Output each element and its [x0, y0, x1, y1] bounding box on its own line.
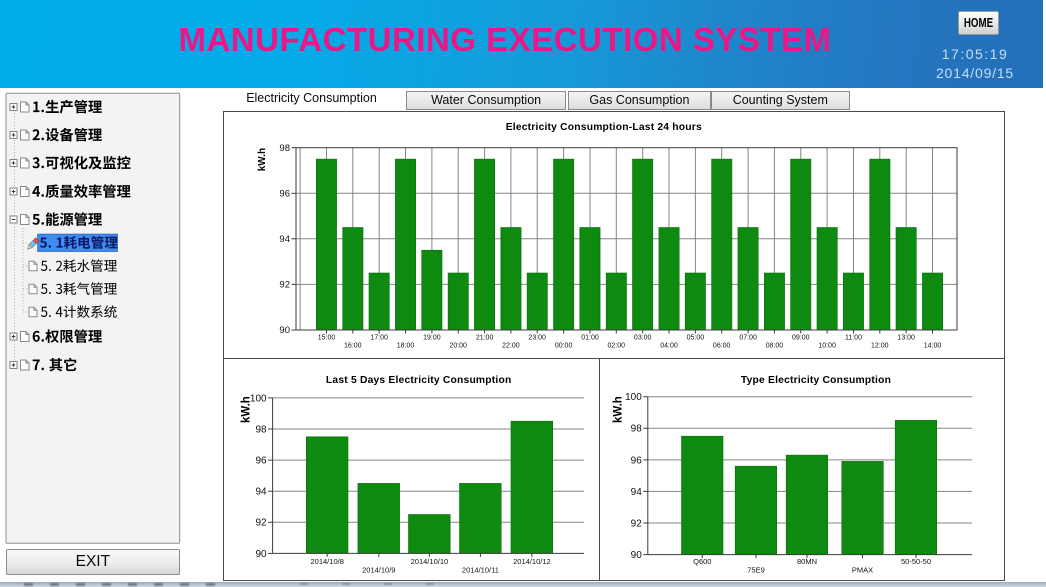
svg-text:10:00: 10:00 [818, 343, 836, 350]
svg-text:98: 98 [255, 424, 267, 435]
svg-text:Type Electricity Consumption: Type Electricity Consumption [741, 375, 891, 386]
svg-text:75E9: 75E9 [747, 566, 765, 575]
svg-text:00:00: 00:00 [555, 343, 573, 350]
svg-text:07:00: 07:00 [739, 335, 757, 342]
svg-text:17:00: 17:00 [370, 335, 388, 342]
svg-text:kW.h: kW.h [612, 396, 624, 423]
svg-text:50-50-50: 50-50-50 [901, 557, 931, 566]
svg-text:02:00: 02:00 [608, 343, 626, 350]
svg-text:2014/10/8: 2014/10/8 [311, 557, 344, 566]
svg-text:2014/10/9: 2014/10/9 [362, 566, 395, 575]
svg-text:2014/10/11: 2014/10/11 [462, 566, 499, 575]
svg-text:19:00: 19:00 [423, 335, 441, 342]
svg-text:13:00: 13:00 [897, 335, 915, 342]
svg-text:Q600: Q600 [693, 557, 711, 566]
svg-text:21:00: 21:00 [476, 335, 494, 342]
svg-text:Last 5 Days Electricity Consum: Last 5 Days Electricity Consumption [326, 375, 512, 386]
svg-text:2014/10/10: 2014/10/10 [411, 557, 449, 566]
svg-text:90: 90 [279, 325, 290, 336]
svg-text:100: 100 [625, 392, 642, 403]
svg-text:96: 96 [255, 456, 267, 467]
svg-text:98: 98 [631, 424, 643, 435]
svg-text:14:00: 14:00 [924, 343, 942, 350]
svg-text:16:00: 16:00 [344, 343, 362, 350]
svg-text:04:00: 04:00 [660, 343, 678, 350]
svg-text:03:00: 03:00 [634, 335, 652, 342]
svg-text:94: 94 [255, 487, 267, 498]
svg-text:18:00: 18:00 [397, 343, 415, 350]
svg-text:15:00: 15:00 [318, 335, 336, 342]
svg-text:kW.h: kW.h [257, 148, 268, 171]
svg-text:94: 94 [631, 487, 643, 498]
svg-text:20:00: 20:00 [449, 343, 467, 350]
svg-text:11:00: 11:00 [845, 335, 862, 342]
svg-text:01:00: 01:00 [581, 335, 599, 342]
svg-text:80MN: 80MN [797, 557, 817, 566]
svg-text:23:00: 23:00 [528, 335, 546, 342]
svg-text:Electricity Consumption-Last 2: Electricity Consumption-Last 24 hours [506, 122, 702, 133]
svg-text:92: 92 [631, 518, 643, 529]
svg-text:94: 94 [279, 234, 290, 245]
svg-text:92: 92 [279, 280, 290, 291]
svg-text:kW.h: kW.h [240, 396, 252, 423]
svg-text:09:00: 09:00 [792, 335, 810, 342]
svg-text:2014/10/12: 2014/10/12 [513, 557, 551, 566]
svg-text:08:00: 08:00 [766, 343, 784, 350]
svg-text:90: 90 [255, 549, 267, 560]
svg-text:100: 100 [250, 393, 267, 404]
svg-text:05:00: 05:00 [687, 335, 705, 342]
svg-text:92: 92 [255, 518, 267, 529]
svg-text:96: 96 [279, 189, 290, 200]
svg-text:90: 90 [631, 550, 643, 561]
svg-text:22:00: 22:00 [502, 343, 520, 350]
svg-text:96: 96 [631, 455, 643, 466]
svg-text:06:00: 06:00 [713, 343, 731, 350]
svg-text:PMAX: PMAX [852, 566, 873, 575]
svg-text:98: 98 [279, 143, 290, 154]
svg-text:12:00: 12:00 [871, 343, 889, 350]
